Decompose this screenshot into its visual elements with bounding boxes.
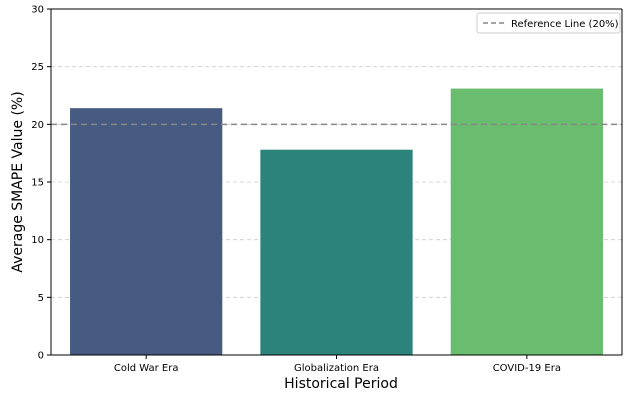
y-tick-label: 10 bbox=[31, 235, 44, 246]
x-tick-label: Cold War Era bbox=[114, 363, 179, 374]
y-tick-label: 0 bbox=[38, 351, 44, 362]
y-ticks: 0 5 10 15 20 25 30 bbox=[31, 5, 51, 362]
bars bbox=[70, 88, 603, 355]
x-tick-label: COVID-19 Era bbox=[493, 363, 561, 374]
bar-2 bbox=[260, 149, 413, 355]
x-ticks: Cold War Era Globalization Era COVID-19 Er… bbox=[114, 355, 561, 374]
legend-label: Reference Line (20%) bbox=[511, 19, 619, 30]
y-tick-label: 5 bbox=[38, 293, 44, 304]
y-axis-title: Average SMAPE Value (%) bbox=[10, 91, 26, 272]
y-tick-label: 20 bbox=[31, 120, 44, 131]
y-tick-label: 15 bbox=[31, 178, 44, 189]
x-axis-title: Historical Period bbox=[284, 376, 398, 392]
x-tick-label: Globalization Era bbox=[294, 363, 379, 374]
legend: Reference Line (20%) bbox=[476, 12, 621, 34]
y-tick-label: 25 bbox=[31, 62, 44, 73]
legend-box bbox=[476, 12, 621, 34]
y-tick-label: 30 bbox=[31, 5, 44, 16]
bar-1 bbox=[70, 108, 223, 355]
bar-3 bbox=[450, 88, 603, 355]
